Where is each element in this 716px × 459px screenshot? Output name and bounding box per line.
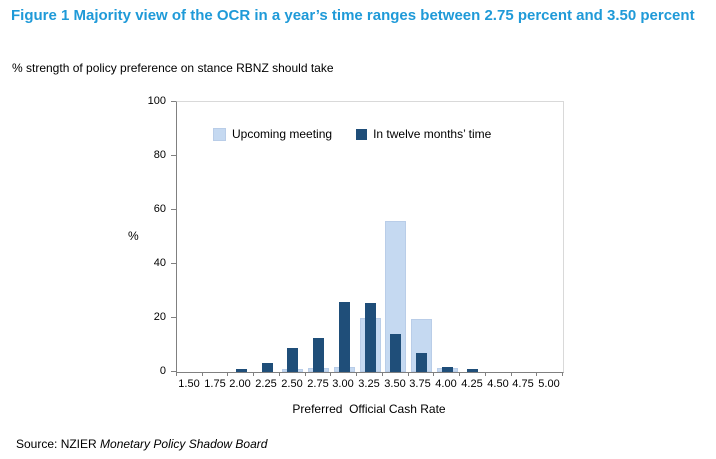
y-tick-label-60: 60 [153,203,166,215]
x-tick-mark [202,372,203,376]
bar-twelve-months-2.50 [287,348,298,372]
y-tick-label-100: 100 [147,95,166,107]
legend-swatch-upcoming-meeting [213,127,226,141]
bar-twelve-months-4.00 [442,367,453,372]
x-tick-mark [511,372,512,376]
x-tick-mark [382,372,383,376]
x-tick-mark [459,372,460,376]
x-tick-label-2.50: 2.50 [281,378,303,390]
y-tick-mark [171,263,176,264]
x-tick-mark [253,372,254,376]
y-tick-mark [171,209,176,210]
x-tick-label-3.75: 3.75 [409,378,431,390]
x-tick-label-3.50: 3.50 [384,378,406,390]
bar-twelve-months-3.00 [339,302,350,372]
x-tick-label-4.25: 4.25 [461,378,483,390]
y-tick-mark [171,371,176,372]
x-tick-mark [330,372,331,376]
bar-twelve-months-3.75 [416,353,427,372]
bar-twelve-months-3.50 [390,334,401,372]
bar-twelve-months-2.00 [236,369,247,372]
x-tick-label-3.25: 3.25 [358,378,380,390]
source-publication: Monetary Policy Shadow Board [100,437,268,451]
source-line: Source: NZIER Monetary Policy Shadow Boa… [16,437,267,451]
figure-title: Figure 1 Majority view of the OCR in a y… [11,7,695,24]
x-tick-mark [485,372,486,376]
x-tick-mark [356,372,357,376]
x-tick-mark [408,372,409,376]
x-tick-mark [536,372,537,376]
legend-label-twelve-months: In twelve months’ time [373,127,492,141]
legend-item-upcoming-meeting: Upcoming meeting [213,127,332,141]
x-tick-label-3.00: 3.00 [332,378,354,390]
y-tick-label-0: 0 [159,365,166,377]
figure-subtitle: % strength of policy preference on stanc… [12,61,334,75]
legend-item-twelve-months: In twelve months’ time [356,127,491,141]
legend-label-upcoming-meeting: Upcoming meeting [232,127,333,141]
bar-twelve-months-2.75 [313,338,324,372]
x-axis-title: Preferred Official Cash Rate [292,402,446,416]
legend-swatch-twelve-months [356,128,368,140]
x-tick-label-4.50: 4.50 [487,378,509,390]
x-tick-label-2.25: 2.25 [255,378,277,390]
y-tick-mark [171,101,176,102]
y-tick-label-20: 20 [153,311,166,323]
y-tick-mark [171,317,176,318]
bar-twelve-months-2.25 [262,363,273,372]
plot-area [176,101,564,373]
x-tick-label-1.75: 1.75 [204,378,226,390]
y-tick-label-80: 80 [153,149,166,161]
x-tick-mark [279,372,280,376]
legend: Upcoming meeting In twelve months’ time [213,127,491,141]
x-tick-label-1.50: 1.50 [178,378,200,390]
x-tick-mark [305,372,306,376]
x-tick-label-4.75: 4.75 [512,378,534,390]
x-tick-label-2.75: 2.75 [307,378,329,390]
x-tick-mark [227,372,228,376]
bar-twelve-months-4.25 [467,369,478,372]
source-prefix: Source: NZIER [16,437,101,451]
x-tick-mark [562,372,563,376]
x-tick-label-4.00: 4.00 [435,378,457,390]
y-tick-mark [171,155,176,156]
x-tick-mark [433,372,434,376]
y-axis-title: % [128,229,139,243]
x-tick-label-5.00: 5.00 [538,378,560,390]
y-tick-label-40: 40 [153,257,166,269]
bar-twelve-months-3.25 [365,303,376,372]
x-tick-mark [176,372,177,376]
x-tick-label-2.00: 2.00 [229,378,251,390]
